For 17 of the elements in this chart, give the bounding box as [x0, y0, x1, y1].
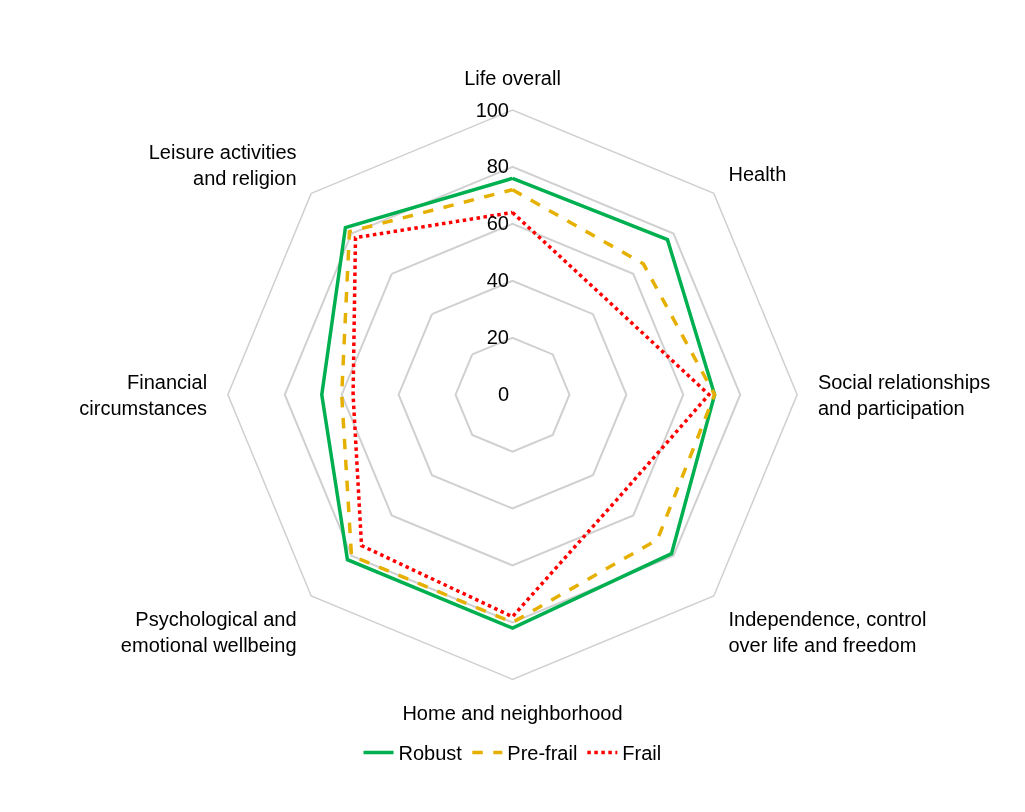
- spoke-label: Health: [728, 162, 787, 185]
- spoke-label: Financial circumstances: [79, 370, 208, 419]
- y-tick-label: 100: [475, 98, 509, 121]
- spoke-label: Home and neighborhood: [402, 702, 623, 725]
- y-tick-label: 40: [486, 269, 509, 292]
- spoke-label: Psychological and emotional wellbeing: [120, 607, 297, 656]
- y-tick-label: 0: [497, 383, 509, 406]
- legend-label: Frail: [622, 742, 662, 765]
- y-tick-label: 80: [486, 155, 509, 178]
- spoke-label: Leisure activities and religion: [148, 140, 297, 189]
- legend-label: Pre-frail: [507, 742, 578, 765]
- legend-label: Robust: [398, 742, 463, 765]
- spoke-label: Social relationships and participation: [817, 370, 991, 419]
- y-tick-label: 60: [486, 212, 509, 235]
- y-tick-label: 20: [486, 326, 509, 349]
- spoke-label: Independence, control over life and freedom: [728, 607, 927, 656]
- spoke-label: Life overall: [464, 67, 561, 90]
